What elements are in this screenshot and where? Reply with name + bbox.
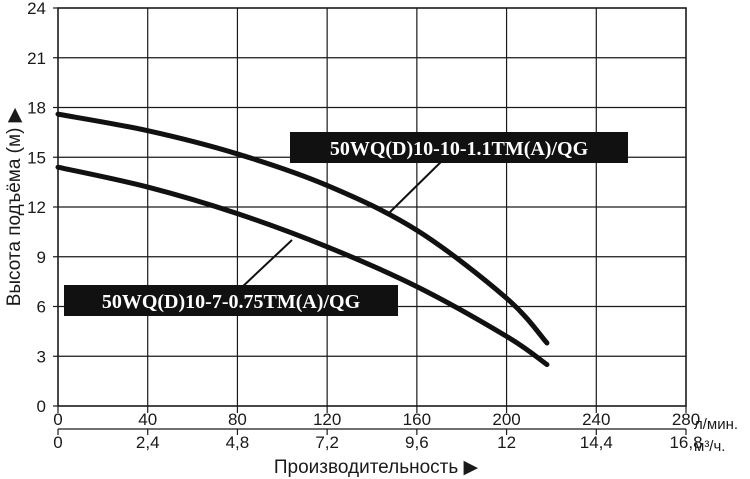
grid [53, 7, 687, 435]
y-tick-label: 6 [37, 298, 46, 317]
y-tick-labels: 0 3 6 9 12 15 18 21 24 [27, 0, 46, 416]
series-curve-1 [55, 111, 550, 346]
x-tick-label-secondary: 0 [53, 433, 62, 452]
y-tick-label: 24 [27, 0, 46, 18]
x-tick-label-secondary: 12 [497, 433, 516, 452]
x-tick-label-secondary: 4,8 [226, 433, 250, 452]
x-tick-labels-secondary: 0 2,4 4,8 7,2 9,6 12 14,4 16,8 [53, 433, 702, 452]
x-unit-secondary: м³/ч. [694, 438, 725, 455]
y-tick-label: 18 [27, 99, 46, 118]
series-label-1: 50WQ(D)10-10-1.1TM(A)/QG [330, 138, 589, 160]
x-unit-primary: л/мин. [694, 416, 738, 433]
plot-frame [57, 7, 687, 407]
x-tick-label-primary: 280 [672, 410, 700, 429]
x-tick-label-primary: 200 [492, 410, 520, 429]
y-tick-label: 9 [37, 248, 46, 267]
y-tick-label: 0 [37, 397, 46, 416]
y-tick-label: 3 [37, 347, 46, 366]
label-leaders [239, 154, 449, 290]
y-tick-label: 21 [27, 49, 46, 68]
leader-line-series-1 [387, 154, 449, 215]
x-tick-label-secondary: 2,4 [136, 433, 160, 452]
x-tick-label-primary: 240 [582, 410, 610, 429]
x-tick-label-secondary: 9,6 [405, 433, 429, 452]
x-tick-label-secondary: 7,2 [315, 433, 339, 452]
x-tick-label-secondary: 16,8 [669, 433, 702, 452]
x-tick-label-primary: 160 [403, 410, 431, 429]
x-tick-label-secondary: 14,4 [580, 433, 613, 452]
y-tick-label: 12 [27, 198, 46, 217]
series-label-box-2 [64, 285, 398, 316]
x-tick-label-primary: 80 [228, 410, 247, 429]
curves [55, 111, 550, 368]
series-labels: 50WQ(D)10-10-1.1TM(A)/QG 50WQ(D)10-7-0.75… [64, 132, 628, 316]
x-tick-label-primary: 120 [313, 410, 341, 429]
x-axis-title: Производительность ▶ [274, 457, 479, 478]
x-tick-label-primary: 0 [53, 410, 62, 429]
leader-line-series-2 [239, 239, 293, 290]
y-tick-label: 15 [27, 148, 46, 167]
y-axis-title: Высота подъёма (м) ▶ [4, 107, 25, 306]
series-label-box-1 [290, 132, 628, 163]
x-tick-label-primary: 40 [138, 410, 157, 429]
x-tick-labels-primary: 0 40 80 120 160 200 240 280 [53, 410, 700, 429]
series-label-2: 50WQ(D)10-7-0.75TM(A)/QG [102, 291, 361, 313]
series-curve-2 [55, 164, 550, 368]
